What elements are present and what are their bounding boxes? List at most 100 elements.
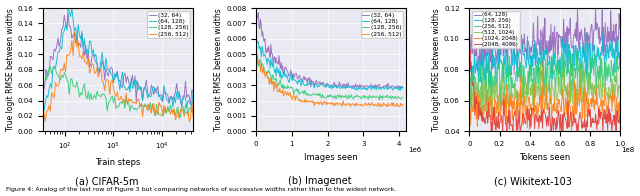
(128, 256)	[553, 62, 561, 64]
(32, 64)	[189, 91, 197, 93]
(64, 128)	[611, 33, 619, 36]
(256, 512)	[393, 102, 401, 104]
(128, 256)	[189, 108, 197, 110]
(256, 512)	[144, 110, 152, 112]
(128, 256)	[175, 116, 183, 119]
(256, 512)	[553, 67, 561, 70]
(1024, 2048)	[540, 60, 547, 62]
(64, 128)	[68, 7, 76, 9]
(256, 512)	[252, 61, 260, 63]
(128, 256)	[72, 86, 79, 88]
(32, 64)	[392, 87, 399, 89]
Text: 1e8: 1e8	[621, 147, 634, 153]
(128, 256)	[124, 103, 131, 105]
Line	[256, 54, 403, 107]
(1024, 2048)	[526, 103, 534, 105]
(256, 512)	[253, 53, 260, 55]
Line	[256, 51, 403, 100]
(256, 512)	[81, 61, 88, 63]
(64, 128)	[160, 84, 168, 87]
(1024, 2048)	[616, 100, 623, 102]
(256, 512)	[72, 34, 79, 36]
(64, 128)	[73, 39, 81, 41]
(512, 1024)	[480, 121, 488, 123]
(256, 512)	[259, 72, 267, 75]
(2048, 4096)	[466, 49, 474, 52]
(128, 256)	[261, 70, 269, 73]
(2048, 4096)	[611, 114, 619, 116]
(1024, 2048)	[466, 122, 474, 124]
Line	[43, 8, 193, 110]
(128, 256)	[392, 98, 400, 100]
Line	[43, 32, 193, 130]
(512, 1024)	[611, 99, 619, 101]
(128, 256)	[616, 65, 623, 67]
(64, 128)	[291, 79, 299, 81]
(64, 128)	[258, 45, 266, 48]
(128, 256)	[491, 57, 499, 59]
(32, 64)	[387, 87, 394, 89]
(64, 128)	[39, 102, 47, 104]
(256, 512)	[478, 114, 486, 117]
Line	[470, 61, 620, 131]
(1024, 2048)	[571, 80, 579, 82]
Line	[43, 14, 193, 108]
(1024, 2048)	[568, 130, 575, 132]
Y-axis label: True logit RMSE between widths: True logit RMSE between widths	[6, 8, 15, 131]
(512, 1024)	[491, 93, 499, 96]
(64, 128)	[592, 7, 600, 9]
(128, 256)	[252, 50, 260, 53]
(32, 64)	[72, 42, 79, 44]
Line	[470, 51, 620, 131]
(128, 256)	[529, 54, 536, 56]
(64, 128)	[280, 70, 287, 72]
(256, 512)	[388, 102, 396, 104]
(64, 128)	[189, 92, 197, 94]
(1024, 2048)	[611, 101, 619, 104]
(32, 64)	[392, 86, 400, 88]
(128, 256)	[258, 62, 266, 65]
(128, 256)	[291, 90, 299, 92]
Y-axis label: True logit RMSE between widths: True logit RMSE between widths	[214, 8, 223, 131]
(128, 256)	[466, 47, 474, 50]
(128, 256)	[482, 88, 490, 91]
(32, 64)	[399, 87, 406, 89]
X-axis label: Images seen: Images seen	[305, 153, 358, 162]
(256, 512)	[570, 69, 578, 72]
(64, 128)	[387, 87, 394, 89]
(64, 128)	[527, 47, 534, 49]
(512, 1024)	[616, 85, 623, 87]
(256, 512)	[189, 116, 197, 118]
(2048, 4096)	[492, 128, 499, 131]
(512, 1024)	[466, 106, 474, 109]
(64, 128)	[82, 53, 90, 56]
(32, 64)	[280, 73, 287, 75]
(64, 128)	[490, 45, 498, 47]
(2048, 4096)	[529, 107, 537, 109]
Line	[43, 67, 193, 118]
(128, 256)	[280, 87, 287, 90]
(32, 64)	[258, 35, 266, 37]
(32, 64)	[64, 13, 72, 15]
(512, 1024)	[529, 82, 536, 85]
(64, 128)	[616, 27, 623, 30]
(128, 256)	[144, 104, 152, 106]
(2048, 4096)	[616, 115, 623, 117]
X-axis label: Tokens seen: Tokens seen	[519, 153, 570, 162]
(256, 512)	[611, 81, 619, 83]
(256, 512)	[159, 114, 166, 117]
(128, 256)	[187, 106, 195, 109]
(64, 128)	[399, 87, 406, 89]
(1024, 2048)	[528, 108, 536, 111]
Line	[470, 52, 620, 115]
(32, 64)	[178, 106, 186, 109]
(2048, 4096)	[527, 126, 535, 128]
Text: Figure 4: Analog of the last row of Figure 3 but comparing networks of successiv: Figure 4: Analog of the last row of Figu…	[6, 187, 397, 192]
Text: 1e6: 1e6	[408, 147, 421, 153]
(128, 256)	[583, 31, 591, 34]
(256, 512)	[616, 53, 623, 55]
(256, 512)	[399, 103, 406, 106]
(256, 512)	[262, 76, 269, 78]
Line	[470, 8, 620, 74]
(128, 256)	[47, 65, 54, 68]
